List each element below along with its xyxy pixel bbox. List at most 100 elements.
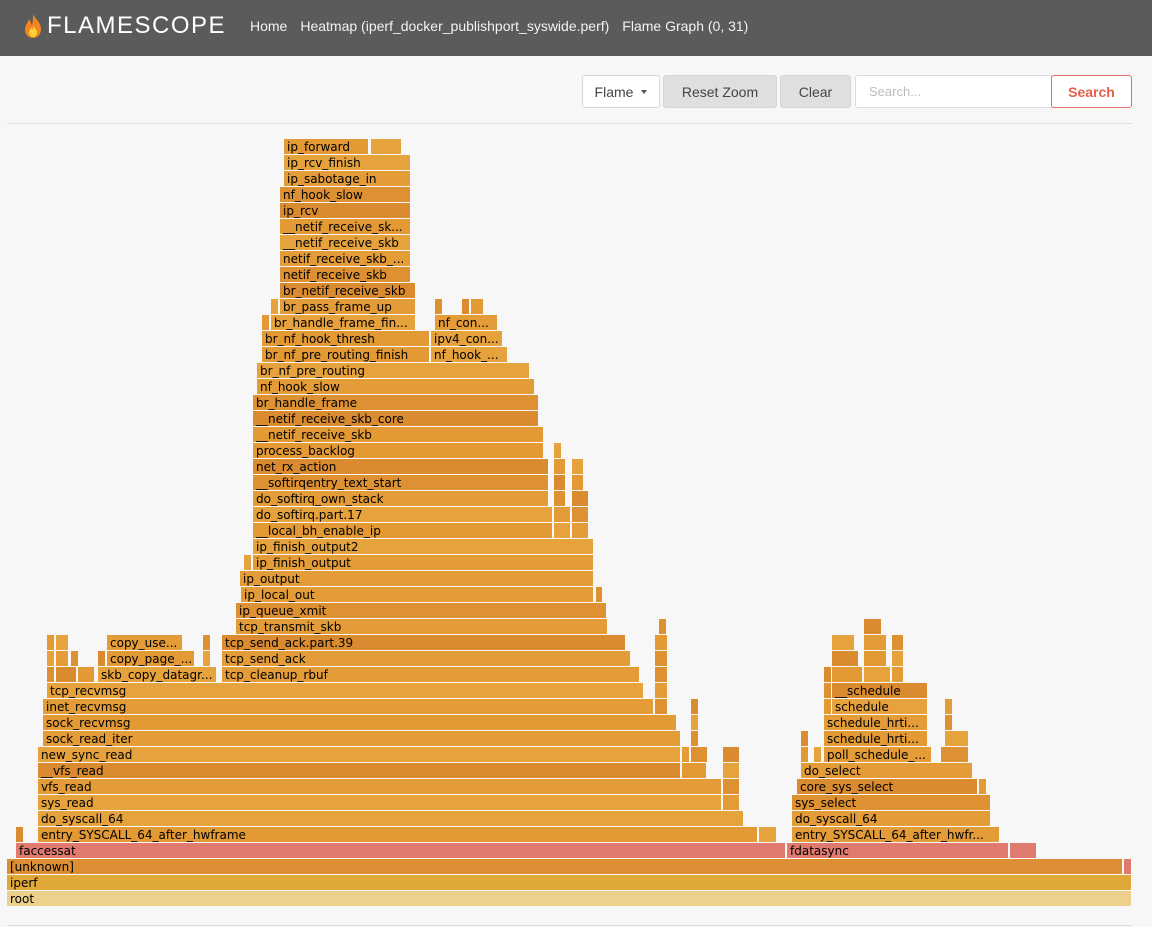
flame-frame-rect[interactable] [257,363,529,378]
flame-frame[interactable]: entry_SYSCALL_64_after_hwfr... [792,827,999,842]
flame-frame[interactable] [203,635,210,650]
flame-frame-rect[interactable] [682,763,706,778]
flame-frame[interactable] [71,651,78,666]
flame-frame[interactable]: ip_forward [284,139,368,154]
flame-frame[interactable] [941,747,968,762]
flame-frame-rect[interactable] [655,683,667,698]
flame-frame-rect[interactable] [596,587,602,602]
flame-frame[interactable]: br_netif_receive_skb [280,283,415,298]
flame-frame[interactable] [47,651,54,666]
flame-frame-rect[interactable] [253,443,543,458]
flame-frame[interactable] [864,635,886,650]
flame-frame[interactable]: do_softirq.part.17 [253,507,552,522]
flame-frame[interactable]: process_backlog [253,443,543,458]
flame-frame-rect[interactable] [38,779,721,794]
flame-frame-rect[interactable] [824,699,831,714]
flame-frame[interactable]: __netif_receive_skb [280,235,410,250]
flame-frame-rect[interactable] [280,219,410,234]
flame-frame-rect[interactable] [554,523,570,538]
flame-frame-rect[interactable] [554,507,570,522]
flame-frame[interactable] [435,299,442,314]
flame-frame-rect[interactable] [691,715,698,730]
flame-frame-rect[interactable] [222,651,630,666]
flame-frame[interactable] [832,651,858,666]
flame-frame-rect[interactable] [691,731,698,746]
flame-frame[interactable] [824,699,831,714]
flame-frame[interactable]: do_select [801,763,972,778]
flame-frame-rect[interactable] [280,235,410,250]
flame-frame[interactable]: ip_local_out [241,587,593,602]
flame-frame-rect[interactable] [864,667,890,682]
clear-button[interactable]: Clear [780,75,851,108]
flame-frame[interactable]: do_syscall_64 [792,811,990,826]
flame-frame-rect[interactable] [56,667,76,682]
flame-frame-rect[interactable] [253,555,593,570]
flame-frame[interactable]: do_softirq_own_stack [253,491,548,506]
flame-frame-rect[interactable] [1010,843,1036,858]
flame-frame[interactable] [572,507,588,522]
flame-frame-rect[interactable] [864,619,881,634]
flame-frame[interactable]: __netif_receive_skb_core [253,411,538,426]
flame-frame-rect[interactable] [7,875,1131,890]
flame-frame-rect[interactable] [16,843,785,858]
flame-frame[interactable]: nf_hook_slow [280,187,410,202]
flame-frame[interactable]: inet_recvmsg [43,699,653,714]
flame-frame-rect[interactable] [47,667,54,682]
flame-frame[interactable]: br_nf_pre_routing [257,363,529,378]
flame-frame[interactable]: tcp_cleanup_rbuf [222,667,639,682]
flame-frame-rect[interactable] [203,635,210,650]
flame-frame[interactable] [98,651,105,666]
flame-frame[interactable]: tcp_recvmsg [47,683,643,698]
flame-frame-rect[interactable] [253,539,593,554]
flame-frame-rect[interactable] [98,667,216,682]
flame-frame[interactable]: __schedule [832,683,927,698]
flame-frame-rect[interactable] [280,299,415,314]
flame-frame-rect[interactable] [824,747,931,762]
flame-frame[interactable]: ip_finish_output [253,555,593,570]
flame-frame-rect[interactable] [244,555,251,570]
flame-frame-rect[interactable] [262,315,269,330]
flame-frame-rect[interactable] [682,747,689,762]
flame-frame[interactable] [572,475,583,490]
flame-frame[interactable] [691,699,698,714]
flame-frame-rect[interactable] [832,667,862,682]
flame-frame[interactable] [596,587,602,602]
flame-frame[interactable] [203,651,210,666]
flame-frame-rect[interactable] [280,283,415,298]
flame-frame-rect[interactable] [222,667,639,682]
flame-frame-rect[interactable] [240,571,593,586]
flame-frame[interactable] [892,651,903,666]
flame-frame[interactable] [682,763,706,778]
flame-frame[interactable]: nf_hook_... [431,347,507,362]
flame-frame[interactable] [864,667,890,682]
flame-frame[interactable] [655,667,667,682]
flame-frame-rect[interactable] [253,507,552,522]
flame-frame-rect[interactable] [56,635,68,650]
flame-frame-rect[interactable] [253,395,538,410]
flame-frame-rect[interactable] [892,635,903,650]
flame-frame-rect[interactable] [253,491,548,506]
flame-frame[interactable] [892,635,903,650]
flame-frame-rect[interactable] [43,731,680,746]
flame-frame-rect[interactable] [892,651,903,666]
flame-frame-rect[interactable] [572,507,588,522]
flame-frame-rect[interactable] [253,523,552,538]
flame-frame-rect[interactable] [435,315,497,330]
flame-frame[interactable]: ip_queue_xmit [236,603,606,618]
flame-frame[interactable]: sys_read [38,795,721,810]
flame-frame[interactable]: copy_use... [107,635,182,650]
flame-frame-rect[interactable] [824,731,927,746]
flame-frame[interactable]: sys_select [792,795,990,810]
flame-frame-rect[interactable] [792,827,999,842]
flame-frame-rect[interactable] [56,651,68,666]
flame-frame[interactable] [892,667,903,682]
flame-frame[interactable] [462,299,469,314]
flame-frame-rect[interactable] [832,699,927,714]
flame-frame[interactable]: ip_rcv_finish [284,155,410,170]
flame-frame-rect[interactable] [554,475,565,490]
flame-frame-rect[interactable] [792,811,990,826]
flame-frame[interactable] [554,459,565,474]
flame-frame-rect[interactable] [236,603,606,618]
flame-frame-rect[interactable] [801,763,972,778]
flame-frame[interactable] [56,635,68,650]
